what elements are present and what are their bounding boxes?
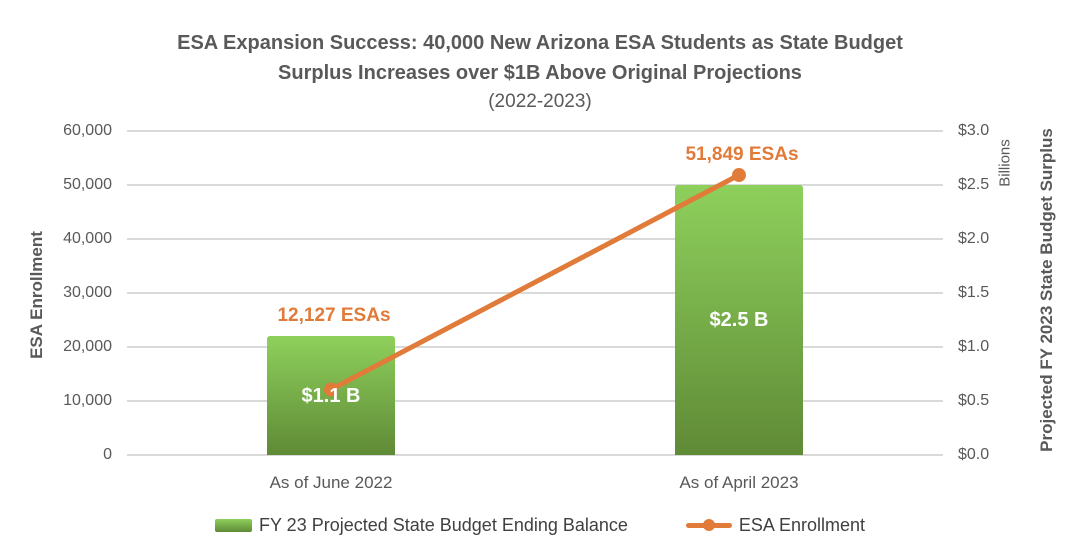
left-axis-tick: 0 xyxy=(103,446,112,463)
left-axis-tick: 30,000 xyxy=(63,284,112,301)
legend-label-budget-balance: FY 23 Projected State Budget Ending Bala… xyxy=(259,515,628,535)
legend-item-esa-enrollment: ESA Enrollment xyxy=(685,512,865,538)
legend: FY 23 Projected State Budget Ending Bala… xyxy=(0,510,1080,540)
gridline xyxy=(127,184,943,186)
right-axis-tick: $2.5 xyxy=(958,176,990,193)
left-axis-tick: 60,000 xyxy=(63,122,112,139)
line-point-label: 51,849 ESAs xyxy=(685,144,799,165)
chart-title-line-2: Surplus Increases over $1B Above Origina… xyxy=(278,62,802,84)
line-series-marker-icon xyxy=(685,518,732,532)
left-axis-tick: 10,000 xyxy=(63,392,112,409)
legend-label-esa-enrollment: ESA Enrollment xyxy=(738,515,865,535)
right-axis-title: Projected FY 2023 State Budget Surplus xyxy=(1037,128,1056,452)
gridline xyxy=(127,400,943,402)
gridline xyxy=(127,346,943,348)
x-axis-label: As of June 2022 xyxy=(269,473,393,492)
bar-series-swatch-icon xyxy=(215,518,252,532)
right-axis-tick: $0.0 xyxy=(958,446,990,463)
left-axis-title: ESA Enrollment xyxy=(27,231,46,359)
right-axis-tick: $1.0 xyxy=(958,338,990,355)
chart-title-line-1: ESA Expansion Success: 40,000 New Arizon… xyxy=(177,32,903,54)
gridline xyxy=(127,454,943,456)
gridline xyxy=(127,292,943,294)
left-axis-tick: 20,000 xyxy=(63,338,112,355)
chart-title-block: ESA Expansion Success: 40,000 New Arizon… xyxy=(0,28,1080,116)
right-axis-tick: $3.0 xyxy=(958,122,990,139)
right-axis-tick: $2.0 xyxy=(958,230,990,247)
right-axis-unit-label: Billions xyxy=(996,139,1014,187)
left-axis-tick: 40,000 xyxy=(63,230,112,247)
left-axis-tick: 50,000 xyxy=(63,176,112,193)
gridline xyxy=(127,130,943,132)
bar-value-label: $2.5 B xyxy=(709,309,769,331)
line-point-dot-april-2023 xyxy=(732,168,746,183)
chart-subtitle: (2022-2023) xyxy=(488,91,592,112)
gridline xyxy=(127,238,943,240)
x-axis-label: As of April 2023 xyxy=(679,473,799,492)
line-point-label: 12,127 ESAs xyxy=(277,305,391,327)
bar-value-label: $1.1 B xyxy=(301,384,361,407)
right-axis-tick: $0.5 xyxy=(958,392,990,409)
right-axis-tick: $1.5 xyxy=(958,284,990,301)
legend-item-budget-balance: FY 23 Projected State Budget Ending Bala… xyxy=(215,512,628,538)
